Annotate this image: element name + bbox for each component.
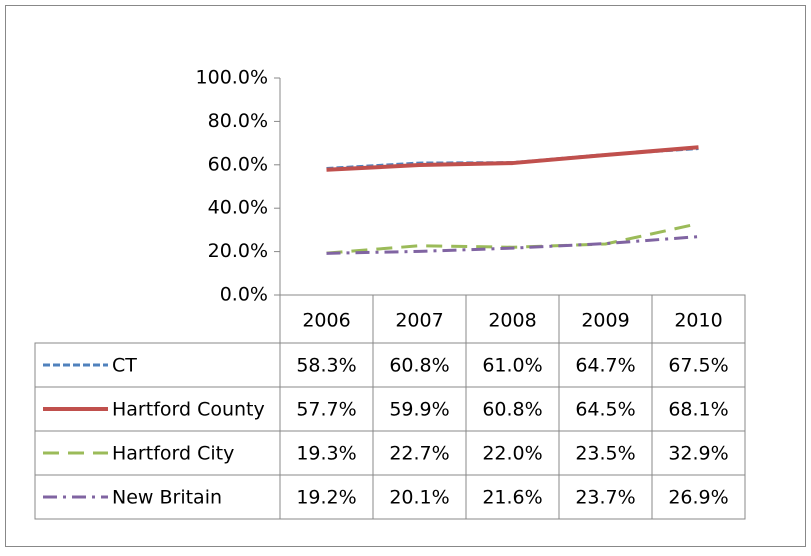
- table-cell: 32.9%: [668, 443, 728, 465]
- table-cell: 23.7%: [575, 487, 635, 509]
- x-tick-label: 2009: [581, 310, 629, 332]
- x-tick-label: 2007: [395, 310, 443, 332]
- series-line: [326, 145, 699, 172]
- y-tick-label: 100.0%: [196, 67, 268, 89]
- table-cell: 64.5%: [575, 399, 635, 421]
- y-tick-label: 40.0%: [208, 197, 268, 219]
- series-line: [326, 235, 699, 255]
- y-tick-label: 80.0%: [208, 110, 268, 132]
- y-tick-label: 0.0%: [220, 284, 268, 306]
- legend-label: CT: [112, 355, 137, 377]
- table-cell: 60.8%: [389, 355, 449, 377]
- table-cell: 60.8%: [482, 399, 542, 421]
- table-cell: 22.0%: [482, 443, 542, 465]
- table-cell: 68.1%: [668, 399, 728, 421]
- legend-label: Hartford County: [112, 399, 265, 421]
- table-cell: 26.9%: [668, 487, 728, 509]
- table-cell: 58.3%: [296, 355, 356, 377]
- table-cell: 21.6%: [482, 487, 542, 509]
- table-cell: 59.9%: [389, 399, 449, 421]
- table-cell: 20.1%: [389, 487, 449, 509]
- table-cell: 22.7%: [389, 443, 449, 465]
- table-cell: 57.7%: [296, 399, 356, 421]
- x-tick-label: 2010: [674, 310, 722, 332]
- table-cell: 19.2%: [296, 487, 356, 509]
- legend-label: New Britain: [112, 487, 222, 509]
- legend-label: Hartford City: [112, 443, 234, 465]
- chart-border: [5, 5, 806, 547]
- x-tick-label: 2008: [488, 310, 536, 332]
- table-cell: 64.7%: [575, 355, 635, 377]
- table-cell: 61.0%: [482, 355, 542, 377]
- table-cell: 23.5%: [575, 443, 635, 465]
- x-tick-label: 2006: [302, 310, 350, 332]
- table-cell: 19.3%: [296, 443, 356, 465]
- y-tick-label: 60.0%: [208, 153, 268, 175]
- y-tick-label: 20.0%: [208, 240, 268, 262]
- table-cell: 67.5%: [668, 355, 728, 377]
